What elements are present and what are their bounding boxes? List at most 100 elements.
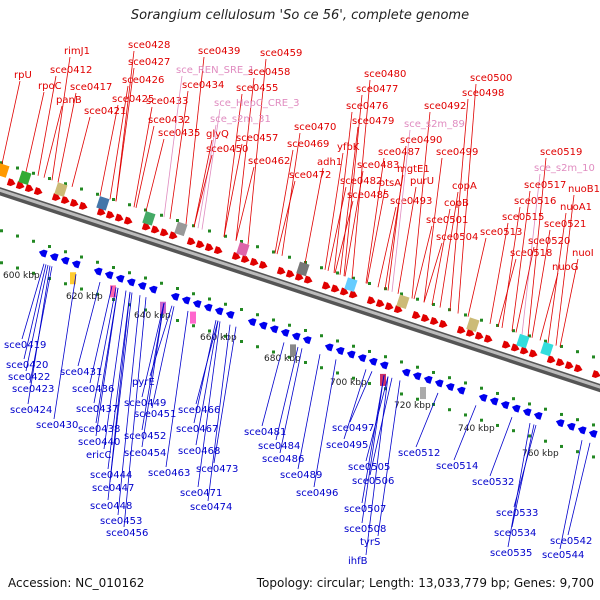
tick-dot	[464, 413, 467, 417]
forward-gene-arrow	[366, 296, 376, 305]
bottom-leader-line	[275, 346, 299, 441]
forward-gene-arrow	[546, 355, 556, 364]
tick-dot	[16, 234, 19, 238]
tick-dot	[528, 402, 531, 406]
feature-block	[290, 344, 296, 357]
tick-dot	[288, 323, 291, 327]
bottom-gene-label: sce0471	[180, 488, 222, 499]
top-leader-line	[501, 206, 521, 328]
top-leader-line	[334, 200, 354, 274]
forward-gene-arrow	[456, 325, 466, 334]
bottom-gene-label: sce0419	[4, 340, 46, 351]
forward-gene-arrow	[411, 311, 421, 319]
tick-dot	[0, 161, 3, 165]
top-leader-line	[115, 67, 135, 202]
feature-block	[516, 333, 530, 349]
top-leader-line	[366, 188, 386, 284]
bottom-gene-label: sce0440	[78, 437, 120, 448]
tick-dot	[336, 339, 339, 343]
reverse-gene-arrow	[555, 419, 565, 428]
top-leader-line	[109, 85, 129, 200]
forward-gene-arrow	[6, 178, 16, 187]
reverse-gene-arrow	[137, 282, 147, 291]
top-gene-label: sce0472	[289, 170, 331, 181]
top-leader-line	[511, 190, 531, 332]
top-gene-label: sce0425	[112, 94, 154, 105]
top-leader-line	[377, 206, 397, 288]
top-gene-label: sce0470	[294, 122, 336, 133]
tick-dot	[272, 318, 275, 322]
top-leader-line	[351, 79, 371, 279]
top-leader-line	[333, 111, 353, 273]
top-gene-label: sce0521	[544, 219, 586, 230]
forward-gene-arrow	[105, 210, 115, 219]
bottom-gene-label: tyrS	[360, 537, 380, 548]
forward-gene-arrow	[78, 201, 88, 210]
forward-gene-arrow	[69, 198, 79, 207]
feature-block	[142, 211, 156, 226]
kbp-tick-label: 760 kbp	[522, 449, 559, 459]
reverse-gene-arrow	[38, 249, 48, 258]
tick-dot	[544, 407, 547, 411]
tick-dot	[448, 376, 451, 380]
top-gene-label: sce0455	[236, 83, 278, 94]
bottom-leader-line	[21, 263, 45, 340]
forward-gene-arrow	[33, 187, 43, 195]
top-gene-label: sce0501	[426, 215, 468, 226]
tick-dot	[384, 387, 387, 391]
bottom-gene-label: sce0486	[262, 454, 304, 465]
top-leader-line	[276, 180, 296, 255]
top-gene-label: sce0458	[248, 67, 290, 78]
top-gene-label: panB	[56, 95, 82, 106]
tick-dot	[96, 192, 99, 196]
forward-gene-arrow	[258, 260, 268, 269]
forward-gene-arrow	[555, 358, 565, 367]
top-gene-label: sce0504	[436, 232, 478, 243]
feature-block	[54, 182, 68, 197]
top-gene-label: mgtE1	[397, 164, 430, 175]
top-leader-line	[423, 242, 443, 303]
bottom-gene-label: sce0424	[10, 405, 52, 416]
bottom-leader-line	[123, 297, 147, 528]
bottom-gene-label: sce0463	[148, 468, 190, 479]
top-gene-label: sce0417	[70, 82, 112, 93]
reverse-gene-arrow	[126, 278, 136, 287]
bottom-leader-line	[279, 348, 303, 454]
reverse-gene-arrow	[511, 404, 521, 413]
forward-gene-arrow	[501, 340, 511, 349]
bottom-leader-line	[141, 302, 165, 431]
top-leader-line	[344, 170, 364, 277]
bottom-leader-line	[511, 424, 535, 528]
tick-dot	[32, 171, 35, 175]
tick-dot	[528, 334, 531, 338]
top-gene-label: rpoC	[38, 81, 62, 92]
reverse-gene-arrow	[148, 285, 158, 294]
top-gene-label: copB	[444, 198, 469, 209]
top-leader-line	[71, 116, 91, 187]
bottom-leader-line	[261, 342, 285, 427]
bottom-leader-line	[197, 321, 221, 488]
bottom-leader-line	[313, 359, 337, 488]
top-leader-line	[1, 80, 21, 165]
bottom-gene-label: sce0454	[124, 448, 166, 459]
top-gene-label: nuoA1	[560, 202, 592, 213]
tick-dot	[320, 266, 323, 270]
top-gene-label: sce0433	[146, 96, 188, 107]
forward-gene-arrow	[528, 349, 538, 358]
forward-gene-arrow	[285, 269, 295, 278]
reverse-gene-arrow	[247, 318, 257, 327]
top-leader-line	[193, 154, 213, 228]
tick-dot	[256, 313, 259, 317]
bottom-leader-line	[453, 405, 477, 461]
tick-dot	[208, 329, 211, 333]
reverse-gene-arrow	[533, 411, 543, 420]
top-gene-label: sce0500	[470, 73, 512, 84]
top-gene-label: sce0518	[510, 248, 552, 259]
top-gene-label: sce0520	[528, 236, 570, 247]
reverse-gene-arrow	[49, 253, 59, 262]
top-leader-line	[449, 98, 469, 311]
tick-dot	[416, 397, 419, 401]
tick-dot	[80, 287, 83, 291]
bottom-gene-label: sce0436	[72, 384, 114, 395]
